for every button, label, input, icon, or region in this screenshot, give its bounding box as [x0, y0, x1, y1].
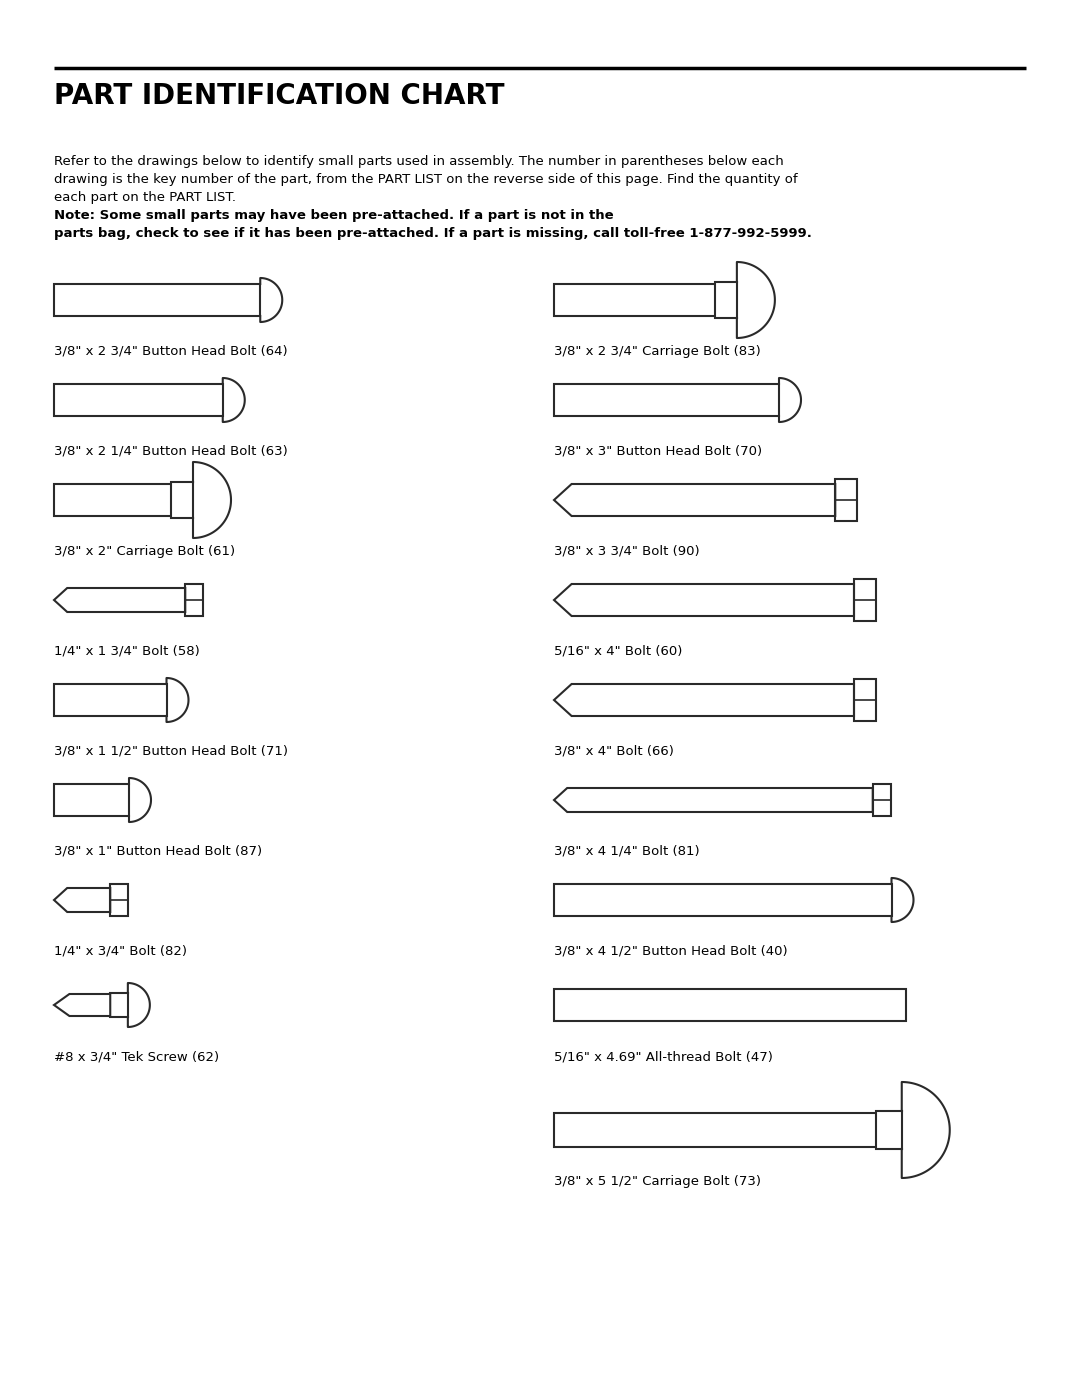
Text: 3/8" x 1 1/2" Button Head Bolt (71): 3/8" x 1 1/2" Button Head Bolt (71) [54, 745, 288, 759]
Text: 5/16" x 4" Bolt (60): 5/16" x 4" Bolt (60) [554, 645, 683, 658]
Text: #8 x 3/4" Tek Screw (62): #8 x 3/4" Tek Screw (62) [54, 1051, 219, 1063]
Text: each part on the PART LIST.: each part on the PART LIST. [54, 191, 240, 204]
Text: 3/8" x 2 3/4" Button Head Bolt (64): 3/8" x 2 3/4" Button Head Bolt (64) [54, 345, 287, 358]
Text: 3/8" x 4" Bolt (66): 3/8" x 4" Bolt (66) [554, 745, 674, 759]
Text: 3/8" x 3 3/4" Bolt (90): 3/8" x 3 3/4" Bolt (90) [554, 545, 700, 557]
Text: 3/8" x 2 3/4" Carriage Bolt (83): 3/8" x 2 3/4" Carriage Bolt (83) [554, 345, 760, 358]
Text: 3/8" x 5 1/2" Carriage Bolt (73): 3/8" x 5 1/2" Carriage Bolt (73) [554, 1175, 761, 1187]
Text: 3/8" x 4 1/4" Bolt (81): 3/8" x 4 1/4" Bolt (81) [554, 845, 700, 858]
Text: 3/8" x 2 1/4" Button Head Bolt (63): 3/8" x 2 1/4" Button Head Bolt (63) [54, 446, 287, 458]
Text: Refer to the drawings below to identify small parts used in assembly. The number: Refer to the drawings below to identify … [54, 155, 784, 168]
Text: 3/8" x 3" Button Head Bolt (70): 3/8" x 3" Button Head Bolt (70) [554, 446, 762, 458]
Text: 1/4" x 1 3/4" Bolt (58): 1/4" x 1 3/4" Bolt (58) [54, 645, 200, 658]
Text: 1/4" x 3/4" Bolt (82): 1/4" x 3/4" Bolt (82) [54, 944, 187, 958]
Text: parts bag, check to see if it has been pre-attached. If a part is missing, call : parts bag, check to see if it has been p… [54, 226, 812, 240]
Text: Note: Some small parts may have been pre-attached. If a part is not in the: Note: Some small parts may have been pre… [54, 210, 613, 222]
Text: 3/8" x 4 1/2" Button Head Bolt (40): 3/8" x 4 1/2" Button Head Bolt (40) [554, 944, 787, 958]
Text: PART IDENTIFICATION CHART: PART IDENTIFICATION CHART [54, 82, 504, 110]
Text: drawing is the key number of the part, from the PART LIST on the reverse side of: drawing is the key number of the part, f… [54, 173, 798, 186]
Text: 3/8" x 2" Carriage Bolt (61): 3/8" x 2" Carriage Bolt (61) [54, 545, 235, 557]
Text: 5/16" x 4.69" All-thread Bolt (47): 5/16" x 4.69" All-thread Bolt (47) [554, 1051, 773, 1063]
Text: 3/8" x 1" Button Head Bolt (87): 3/8" x 1" Button Head Bolt (87) [54, 845, 262, 858]
